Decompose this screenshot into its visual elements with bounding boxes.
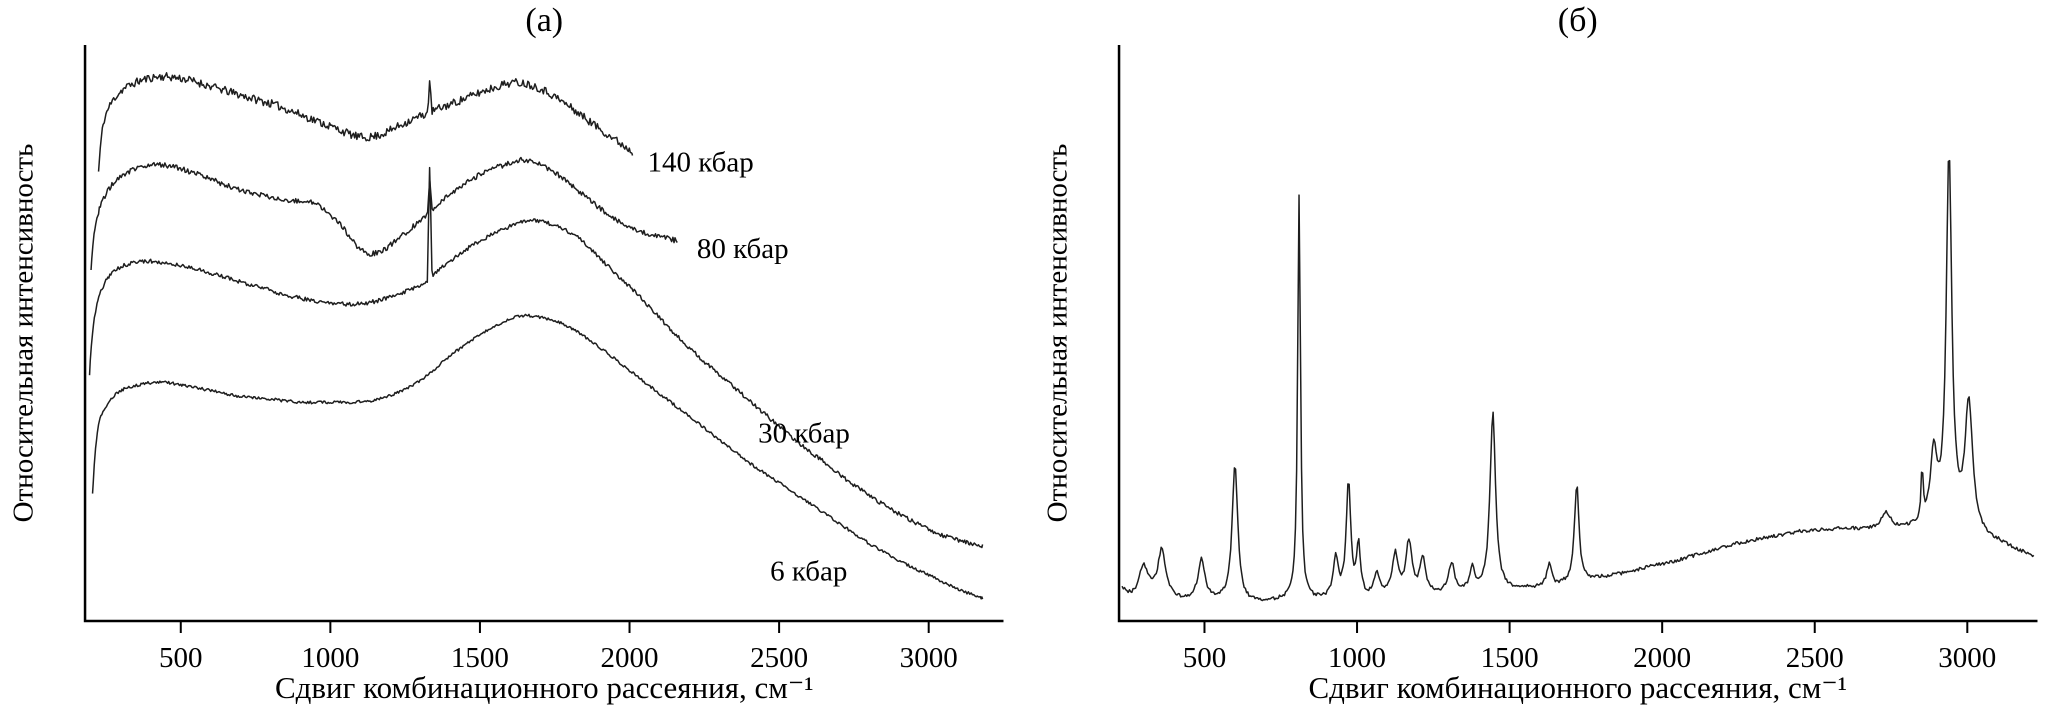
panel-a-title: (а) bbox=[525, 2, 564, 39]
panel-a-xlabel: Сдвиг комбинационного рассеяния, см⁻¹ bbox=[274, 670, 814, 705]
x-tick-label: 1500 bbox=[451, 642, 509, 674]
plot-b: 500 1000 1500 2000 2500 3000 bbox=[1117, 45, 2037, 674]
x-tick-label: 2000 bbox=[601, 642, 659, 674]
x-tick-label: 2500 bbox=[750, 642, 808, 674]
x-tick-label: 3000 bbox=[1938, 642, 1996, 674]
x-tick-label: 2500 bbox=[1785, 642, 1843, 674]
panel-a: (а) Относительная интенсивность 500 1000 1… bbox=[8, 2, 1004, 705]
panel-b-xlabel: Сдвиг комбинационного рассеяния, см⁻¹ bbox=[1308, 670, 1848, 705]
spectrum-curve-6 кбар bbox=[91, 313, 984, 600]
x-tick-label: 1500 bbox=[1480, 642, 1538, 674]
x-tick-label: 500 bbox=[1182, 642, 1226, 674]
x-tick-label: 1000 bbox=[1328, 642, 1386, 674]
x-tick-label: 500 bbox=[159, 642, 203, 674]
series-label: 80 кбар bbox=[697, 233, 789, 265]
plot-a: 500 1000 1500 2000 2500 3000 140 кбар 80 кбар 30… bbox=[83, 45, 1004, 674]
axis-spines bbox=[83, 45, 1004, 623]
axis-spines bbox=[1117, 45, 2037, 623]
panel-b: (б) Относительная интенсивность 500 1000 1… bbox=[1034, 0, 2067, 716]
spectrum-curve-30 кбар bbox=[88, 166, 984, 549]
x-tick-label: 3000 bbox=[900, 642, 958, 674]
series-label: 6 кбар bbox=[770, 556, 847, 588]
spectrum-curve-140 кбар bbox=[97, 72, 634, 172]
series-label: 30 кбар bbox=[758, 417, 850, 449]
x-tick-label: 1000 bbox=[301, 642, 359, 674]
spectrum-curve-80 кбар bbox=[90, 156, 678, 271]
panel-b-title: (б) bbox=[1557, 2, 1598, 39]
x-tick-label: 2000 bbox=[1633, 642, 1691, 674]
spectrum-curve-спектр bbox=[1120, 159, 2034, 602]
series-label: 140 кбар bbox=[647, 147, 753, 179]
